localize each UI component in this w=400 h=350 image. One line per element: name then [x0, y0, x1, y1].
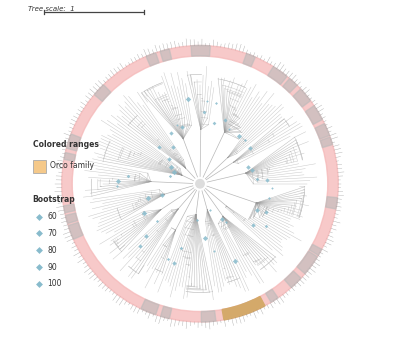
Wedge shape — [191, 46, 210, 56]
Wedge shape — [309, 244, 322, 255]
Wedge shape — [146, 53, 159, 66]
Wedge shape — [243, 54, 255, 67]
Wedge shape — [293, 89, 310, 107]
Text: Bootstrap: Bootstrap — [33, 195, 76, 204]
Wedge shape — [64, 204, 75, 213]
Wedge shape — [66, 213, 78, 224]
Text: 100: 100 — [48, 279, 62, 288]
Text: 60: 60 — [48, 212, 57, 221]
Wedge shape — [297, 251, 317, 274]
Wedge shape — [242, 300, 257, 314]
Circle shape — [194, 177, 206, 190]
Wedge shape — [160, 49, 172, 62]
Wedge shape — [161, 306, 172, 318]
Wedge shape — [222, 296, 265, 320]
Wedge shape — [315, 124, 330, 139]
Text: 80: 80 — [48, 246, 57, 255]
Bar — [33, 160, 46, 173]
Wedge shape — [266, 289, 278, 302]
Wedge shape — [68, 222, 83, 239]
Text: 70: 70 — [48, 229, 57, 238]
Wedge shape — [284, 271, 301, 288]
Wedge shape — [94, 85, 111, 102]
Text: 90: 90 — [48, 262, 57, 272]
Wedge shape — [283, 78, 297, 93]
Wedge shape — [320, 137, 332, 148]
Wedge shape — [141, 299, 159, 315]
Wedge shape — [62, 46, 338, 322]
Text: Colored ranges: Colored ranges — [33, 140, 98, 149]
Circle shape — [196, 180, 204, 188]
Wedge shape — [66, 134, 81, 151]
Text: Tree scale:  1: Tree scale: 1 — [28, 6, 74, 12]
Wedge shape — [64, 153, 76, 161]
Wedge shape — [326, 197, 338, 209]
Wedge shape — [201, 311, 216, 322]
Wedge shape — [306, 106, 322, 125]
Text: Orco family: Orco family — [50, 161, 94, 170]
Wedge shape — [268, 66, 287, 84]
